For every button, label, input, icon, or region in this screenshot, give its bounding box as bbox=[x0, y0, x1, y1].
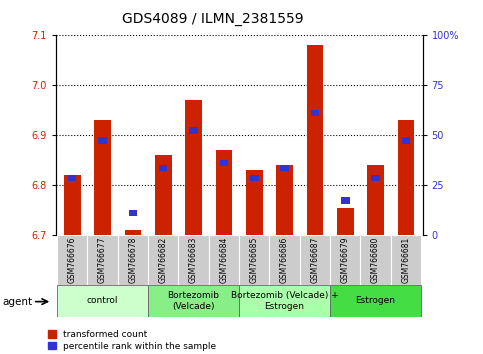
Bar bbox=[125, 230, 141, 235]
Bar bbox=[367, 165, 384, 235]
Bar bbox=[155, 155, 171, 235]
Text: GSM766684: GSM766684 bbox=[219, 237, 228, 283]
Bar bbox=[159, 165, 168, 171]
Text: control: control bbox=[87, 296, 118, 306]
Bar bbox=[270, 235, 300, 285]
Bar bbox=[128, 210, 137, 216]
Bar bbox=[220, 160, 228, 166]
Bar bbox=[215, 150, 232, 235]
Text: Bortezomib (Velcade) +
Estrogen: Bortezomib (Velcade) + Estrogen bbox=[231, 291, 339, 310]
Text: GSM766678: GSM766678 bbox=[128, 237, 137, 283]
Bar bbox=[360, 235, 391, 285]
Legend: transformed count, percentile rank within the sample: transformed count, percentile rank withi… bbox=[48, 330, 216, 351]
Bar bbox=[148, 235, 178, 285]
Text: GSM766685: GSM766685 bbox=[250, 237, 259, 283]
Bar bbox=[185, 101, 202, 235]
Bar bbox=[57, 235, 87, 285]
Bar bbox=[398, 120, 414, 235]
Bar bbox=[209, 235, 239, 285]
Text: GDS4089 / ILMN_2381559: GDS4089 / ILMN_2381559 bbox=[122, 12, 303, 27]
Bar bbox=[391, 235, 421, 285]
Bar bbox=[94, 120, 111, 235]
Text: GSM766677: GSM766677 bbox=[98, 237, 107, 284]
Bar bbox=[246, 170, 263, 235]
Text: GSM766683: GSM766683 bbox=[189, 237, 198, 283]
Bar bbox=[330, 235, 360, 285]
Bar bbox=[239, 285, 330, 317]
Bar bbox=[118, 235, 148, 285]
Text: GSM766680: GSM766680 bbox=[371, 237, 380, 283]
Bar bbox=[250, 175, 258, 181]
Bar bbox=[178, 235, 209, 285]
Bar bbox=[402, 137, 410, 144]
Bar bbox=[337, 208, 354, 235]
Text: GSM766687: GSM766687 bbox=[311, 237, 319, 283]
Bar bbox=[300, 235, 330, 285]
Text: Estrogen: Estrogen bbox=[355, 296, 396, 306]
Bar bbox=[311, 110, 319, 116]
Bar bbox=[189, 127, 198, 134]
Text: GSM766679: GSM766679 bbox=[341, 237, 350, 284]
Text: GSM766682: GSM766682 bbox=[159, 237, 168, 283]
Bar bbox=[64, 176, 81, 235]
Bar bbox=[307, 45, 323, 235]
Bar bbox=[371, 175, 380, 181]
Bar bbox=[87, 235, 118, 285]
Bar bbox=[330, 285, 421, 317]
Text: GSM766686: GSM766686 bbox=[280, 237, 289, 283]
Bar bbox=[280, 165, 289, 171]
Bar bbox=[148, 285, 239, 317]
Text: GSM766676: GSM766676 bbox=[68, 237, 77, 284]
Text: Bortezomib
(Velcade): Bortezomib (Velcade) bbox=[168, 291, 220, 310]
Bar bbox=[276, 165, 293, 235]
Text: agent: agent bbox=[2, 297, 32, 307]
Text: GSM766681: GSM766681 bbox=[401, 237, 411, 283]
Bar bbox=[57, 285, 148, 317]
Bar bbox=[99, 137, 107, 144]
Bar bbox=[341, 197, 350, 204]
Bar bbox=[68, 175, 76, 181]
Bar bbox=[239, 235, 270, 285]
